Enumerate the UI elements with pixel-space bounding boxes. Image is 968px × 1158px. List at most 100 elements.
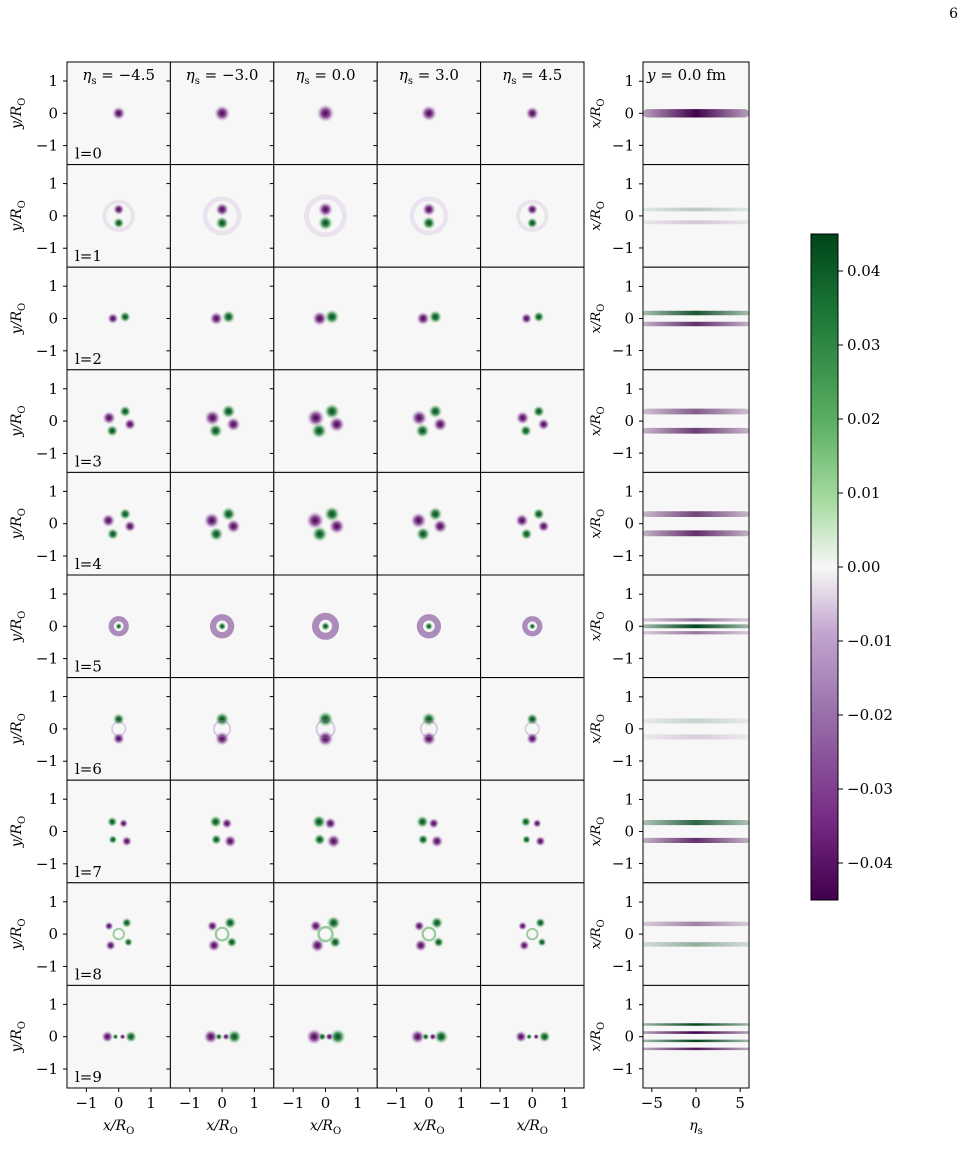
inner-ring xyxy=(421,926,437,942)
slice-y-axis-label: x/RO xyxy=(589,304,607,334)
panel-r3-c3 xyxy=(373,369,482,477)
purple-lobe xyxy=(111,106,126,121)
panel-r4-c4 xyxy=(476,471,585,579)
panel-bg xyxy=(67,164,171,268)
x-axis-label: x/RO xyxy=(310,1118,341,1137)
green-lobe xyxy=(329,936,342,949)
row-label: l=6 xyxy=(75,760,102,778)
x-tick-label: −1 xyxy=(386,1094,408,1112)
x-tick-label: 0 xyxy=(424,1094,434,1112)
purple-lobe xyxy=(537,418,550,431)
green-lobe xyxy=(313,833,326,846)
panel-r5-c1 xyxy=(166,574,275,682)
slice-y-tick-label: −1 xyxy=(612,752,634,770)
purple-lobe xyxy=(525,106,540,121)
green-lobe xyxy=(106,816,118,828)
green-lobe xyxy=(227,1029,242,1044)
slice-y-axis-label: x/RO xyxy=(589,201,607,231)
green-lobe xyxy=(424,622,433,631)
slice-y-tick-label: 0 xyxy=(624,207,634,225)
row-label: l=3 xyxy=(75,452,102,470)
x-axis-label: x/RO xyxy=(206,1118,237,1137)
panel-bg xyxy=(273,369,378,473)
slice-panel-r5 xyxy=(639,574,750,682)
green-band xyxy=(643,207,749,212)
green-lobe xyxy=(433,936,444,948)
y-tick-label: 1 xyxy=(48,277,58,295)
purple-lobe xyxy=(515,513,529,528)
purple-lobe xyxy=(209,311,224,326)
purple-lobe xyxy=(309,920,322,933)
slice-y-tick-label: −1 xyxy=(612,136,634,154)
purple-lobe xyxy=(537,520,550,533)
panel-r1-c2 xyxy=(269,164,378,272)
purple-lobe xyxy=(101,1030,114,1043)
x-tick-label: 1 xyxy=(560,1094,570,1112)
green-lobe xyxy=(329,1028,346,1045)
slice-y-tick-label: 1 xyxy=(624,585,634,603)
green-lobe xyxy=(318,1032,327,1041)
green-lobe xyxy=(421,712,437,727)
purple-lobe xyxy=(214,105,231,122)
green-lobe xyxy=(537,937,547,947)
purple-band xyxy=(643,618,749,622)
panel-bg xyxy=(67,472,171,575)
slice-panel-r0 xyxy=(639,61,750,169)
purple-lobe xyxy=(119,1033,126,1040)
panel-bg xyxy=(170,882,274,986)
panel-r0-c0 xyxy=(63,61,171,169)
inner-ring xyxy=(112,927,125,941)
slice-y-tick-label: 1 xyxy=(624,175,634,193)
y-tick-label: −1 xyxy=(36,137,58,155)
y-tick-label: −1 xyxy=(36,957,58,975)
green-lobe xyxy=(430,916,444,930)
green-lobe xyxy=(428,310,443,324)
purple-ring xyxy=(312,612,339,640)
panel-bg xyxy=(480,985,584,1088)
green-lobe xyxy=(214,712,230,727)
y-tick-label: 1 xyxy=(48,175,58,193)
panel-bg xyxy=(377,677,481,781)
panel-bg xyxy=(273,472,378,575)
purple-band xyxy=(643,921,749,927)
slice-y-tick-label: 1 xyxy=(624,380,634,398)
green-lobe xyxy=(323,403,340,420)
purple-lobe xyxy=(518,921,528,931)
slice-bg xyxy=(643,472,749,575)
purple-lobe xyxy=(310,938,325,953)
green-lobe xyxy=(210,834,222,845)
panel-bg xyxy=(480,780,584,883)
purple-lobe xyxy=(414,939,428,952)
green-band xyxy=(643,942,749,947)
panel-r7-c2 xyxy=(269,779,378,887)
green-lobe xyxy=(416,815,429,829)
y-axis-label: y/RO xyxy=(9,611,28,643)
slice-y-tick-label: 0 xyxy=(624,823,634,841)
purple-lobe xyxy=(312,311,328,326)
panel-bg xyxy=(273,780,378,883)
slice-y-tick-label: 0 xyxy=(624,617,634,635)
slice-y-tick-label: 1 xyxy=(624,996,634,1014)
slice-y-tick-label: −1 xyxy=(612,239,634,257)
x-tick-label: 1 xyxy=(353,1094,363,1112)
green-lobe xyxy=(326,915,341,930)
green-lobe xyxy=(106,424,119,437)
green-band xyxy=(643,718,749,724)
slice-y-tick-label: 0 xyxy=(624,1028,634,1046)
purple-lobe xyxy=(328,518,345,535)
purple-band xyxy=(643,1047,749,1051)
panel-r2-c4 xyxy=(476,266,585,374)
slice-bg xyxy=(643,677,749,781)
purple-lobe xyxy=(433,519,448,534)
green-lobe xyxy=(321,621,330,631)
green-lobe xyxy=(121,917,133,929)
panel-r6-c4 xyxy=(476,677,585,785)
panel-r0-c2 xyxy=(269,61,378,169)
colorbar-tick-label: 0.01 xyxy=(847,484,880,502)
green-lobe xyxy=(519,424,532,437)
panel-bg xyxy=(170,677,274,781)
x-tick-label: 1 xyxy=(250,1094,260,1112)
panel-bg xyxy=(377,882,481,986)
slice-panel-r2 xyxy=(639,266,750,374)
panel-r9-c0 xyxy=(63,984,171,1092)
